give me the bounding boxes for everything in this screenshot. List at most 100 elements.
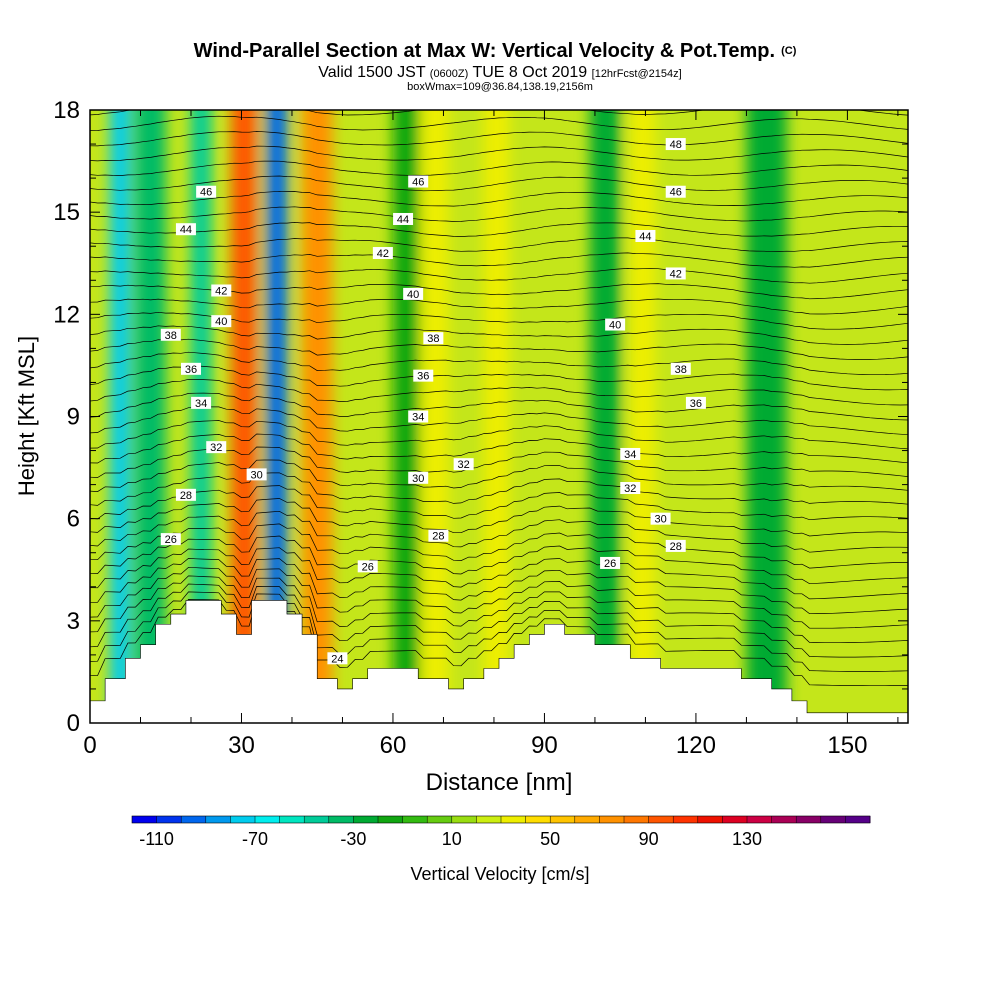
theta-label-text: 44 [397, 214, 409, 226]
theta-label: 42 [372, 247, 393, 260]
theta-label-text: 44 [180, 224, 192, 236]
theta-label-text: 38 [675, 364, 687, 376]
y-tick-label: 9 [67, 404, 80, 431]
theta-label: 44 [175, 223, 196, 236]
isentrope-line [90, 145, 908, 162]
isentrope-line [90, 472, 908, 506]
colorbar-tick-label: 130 [732, 829, 762, 849]
theta-label: 32 [620, 482, 641, 495]
theta-label: 40 [403, 287, 424, 301]
x-tick-label: 30 [228, 732, 255, 759]
isentrope-line [90, 190, 908, 207]
velocity-band-0 [110, 110, 131, 723]
velocity-band-1 [135, 110, 166, 723]
isentrope-line [90, 175, 908, 192]
isentrope-line [90, 365, 908, 391]
theta-label-text: 38 [427, 333, 439, 345]
chart-subtitle: boxWmax=109@36.84,138.19,2156m [407, 81, 593, 93]
vertical-velocity-field [110, 110, 787, 723]
theta-label: 44 [635, 230, 656, 243]
colorbar-swatch [624, 816, 650, 823]
isentrope-line [90, 420, 908, 450]
colorbar-swatch [771, 816, 797, 823]
theta-label: 42 [211, 284, 232, 297]
theta-label-text: 26 [604, 558, 616, 570]
theta-label-text: 42 [670, 268, 682, 280]
colorbar-swatch [722, 816, 748, 823]
theta-label-text: 28 [432, 531, 444, 543]
isentrope-line [90, 131, 908, 147]
colorbar-swatch [501, 816, 527, 823]
theta-label: 30 [650, 512, 671, 526]
theta-label-text: 42 [215, 285, 227, 297]
velocity-band-11 [746, 110, 787, 723]
contour-labels: 46 44 42 40 38 36 34 32 30 28 26 46 44 42 40 38 36 34 32 30… [160, 138, 706, 665]
colorbar-swatch [796, 816, 822, 823]
colorbar-tick-label: -70 [242, 829, 268, 849]
theta-label-text: 40 [609, 320, 621, 332]
theta-label: 26 [600, 556, 621, 570]
theta-label-text: 40 [407, 289, 419, 301]
isentrope-line [90, 591, 908, 672]
theta-label-text: 28 [180, 490, 192, 502]
theta-label: 40 [605, 318, 626, 332]
isentrope-line [90, 338, 908, 360]
theta-label-text: 36 [417, 371, 429, 383]
isentrope-line [90, 325, 908, 345]
theta-label: 32 [206, 441, 227, 454]
y-tick-label: 12 [53, 301, 80, 328]
theta-label-text: 38 [165, 330, 177, 342]
colorbar-swatch [648, 816, 674, 823]
isentrope-line [90, 535, 908, 585]
isentrope-line [90, 583, 908, 658]
colorbar-swatch [328, 816, 354, 823]
theta-label: 46 [196, 185, 217, 199]
theta-label-text: 46 [670, 187, 682, 199]
x-axis-label: Distance [nm] [426, 769, 573, 796]
theta-label: 42 [665, 267, 686, 280]
theta-label: 34 [408, 410, 429, 424]
isentrope-line [90, 510, 908, 553]
y-axis-label: Height [Kft MSL] [14, 336, 39, 496]
colorbar-tick-label: 90 [639, 829, 659, 849]
theta-label-text: 42 [377, 248, 389, 260]
velocity-band-9 [589, 110, 621, 723]
theta-label-text: 36 [185, 364, 197, 376]
theta-label: 24 [327, 652, 348, 665]
colorbar-swatch [427, 816, 453, 823]
isentrope-line [90, 523, 908, 569]
colorbar-swatch [304, 816, 330, 823]
plot-area: 46 44 42 40 38 36 34 32 30 28 26 46 44 42 40 38 36 34 32 30… [90, 110, 908, 723]
x-tick-label: 90 [531, 732, 558, 759]
velocity-band-2 [190, 110, 212, 723]
colorbar-tick-label: 10 [442, 829, 462, 849]
colorbar-swatch [230, 816, 256, 823]
isentrope-line [90, 237, 908, 253]
theta-label-text: 34 [624, 449, 636, 461]
isentrope-line [90, 433, 908, 464]
colorbar-swatch [550, 816, 576, 823]
velocity-band-4 [266, 110, 287, 723]
colorbar-swatch [156, 816, 182, 823]
theta-label: 30 [408, 471, 429, 485]
theta-label-text: 40 [215, 316, 227, 328]
isentrope-line [90, 566, 908, 629]
theta-label: 32 [453, 458, 474, 471]
theta-label-text: 26 [165, 534, 177, 546]
theta-label: 36 [685, 396, 706, 410]
y-tick-label: 6 [67, 506, 80, 533]
isentrope-line [90, 252, 908, 268]
theta-label-text: 36 [690, 398, 702, 410]
theta-label: 28 [175, 488, 196, 502]
x-tick-label: 60 [380, 732, 407, 759]
theta-label: 38 [160, 328, 181, 342]
isentrope-line [90, 206, 908, 222]
theta-label: 36 [180, 362, 201, 376]
theta-label-text: 32 [624, 483, 636, 495]
colorbar-swatch [181, 816, 207, 823]
isentrope-line [90, 160, 908, 176]
theta-label-text: 44 [639, 231, 651, 243]
colorbar-tick-label: 50 [540, 829, 560, 849]
isentrope-line [90, 222, 908, 237]
